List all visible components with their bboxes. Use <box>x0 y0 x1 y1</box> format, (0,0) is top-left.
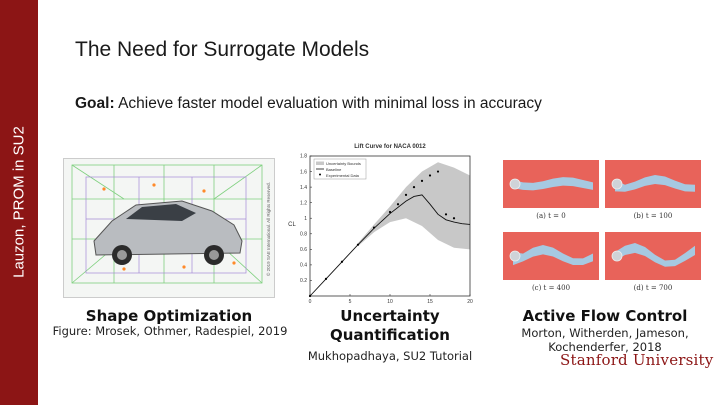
section-heading-active-flow-control: Active Flow Control <box>522 307 688 325</box>
section-citation-uncertainty-quantification: Mukhopadhaya, SU2 Tutorial <box>307 349 473 363</box>
flow-svg: (a) t = 0 (b) t = 100 (c) t = 400 (d) t = 7… <box>503 160 701 292</box>
experimental-point <box>324 277 328 280</box>
flow-wake <box>615 243 695 267</box>
experimental-point <box>340 260 344 263</box>
slide-title: The Need for Surrogate Models <box>75 38 370 61</box>
goal-label: Goal: <box>75 95 115 112</box>
flow-wake <box>513 177 593 191</box>
lift-curve-chart: Lift Curve for NACA 0012 0 5 10 15 20 0.2 0.4 0.… <box>284 138 476 306</box>
experimental-point <box>428 174 432 177</box>
cylinder <box>509 250 521 262</box>
chart-title: Lift Curve for NACA 0012 <box>354 144 426 150</box>
flow-panel-label: (a) t = 0 <box>536 212 565 220</box>
y-tick-label: 1.4 <box>300 185 307 191</box>
cylinder <box>509 178 521 190</box>
experimental-point <box>412 186 416 189</box>
experimental-point <box>396 203 400 206</box>
section-heading-shape-optimization: Shape Optimization <box>85 307 253 325</box>
y-tick-label: 1.6 <box>300 169 307 175</box>
cylinder <box>611 250 623 262</box>
y-tick-label: 0.2 <box>300 278 307 284</box>
section-citation-active-flow-control: Morton, Witherden, Jameson, Kochenderfer… <box>521 326 689 354</box>
y-tick-label: 1 <box>304 216 307 222</box>
flow-control-figure: (a) t = 0 (b) t = 100 (c) t = 400 (d) t = 7… <box>503 160 703 300</box>
legend-entry: Experimental Data <box>326 173 360 178</box>
experimental-point <box>404 193 408 196</box>
section-heading-uncertainty-quantification: Uncertainty Quantification <box>330 307 450 344</box>
control-points <box>102 183 236 271</box>
y-tick-label: 0.8 <box>300 231 307 237</box>
side-bar: Lauzon, PROM in SU2 <box>0 0 38 405</box>
flow-wake <box>513 245 593 266</box>
experimental-point <box>372 226 376 229</box>
car-mesh-figure: © 2019 SAE International. All Rights Res… <box>63 158 275 298</box>
y-tick-label: 0.4 <box>300 263 307 269</box>
experimental-point <box>444 213 448 216</box>
car-mesh-illustration: © 2019 SAE International. All Rights Res… <box>71 164 271 284</box>
chart-svg: Lift Curve for NACA 0012 0 5 10 15 20 0.2 0.4 0.… <box>288 144 473 305</box>
y-tick-label: 1.2 <box>300 200 307 206</box>
x-tick-label: 20 <box>467 299 473 305</box>
cylinder <box>611 178 623 190</box>
section-citation-shape-optimization: Figure: Mrosek, Othmer, Radespiel, 2019 <box>52 324 288 338</box>
legend-entry: Baseline <box>326 167 342 172</box>
x-tick-label: 10 <box>387 299 393 305</box>
car-shape <box>93 200 243 265</box>
baseline-line <box>309 194 471 297</box>
flow-wake <box>615 175 695 192</box>
experimental-point <box>436 170 440 173</box>
side-label: Lauzon, PROM in SU2 <box>10 126 28 278</box>
flow-panel-label: (b) t = 100 <box>634 212 673 220</box>
experimental-point <box>452 217 456 220</box>
goal-statement: Goal: Achieve faster model evaluation wi… <box>75 95 542 113</box>
uncertainty-band <box>358 162 470 250</box>
legend-swatch-point <box>319 173 321 176</box>
x-tick-label: 0 <box>309 299 312 305</box>
experimental-point <box>388 210 392 214</box>
stanford-logo: Stanford University <box>560 351 714 369</box>
y-tick-label: 1.8 <box>300 154 307 160</box>
experimental-point <box>308 294 312 298</box>
copyright-note: © 2019 SAE International. All Rights Res… <box>265 182 271 276</box>
x-tick-label: 5 <box>349 299 352 305</box>
flow-panel-label: (d) t = 700 <box>634 284 673 292</box>
y-axis-label: CL <box>288 222 296 228</box>
experimental-point <box>420 179 424 182</box>
legend-entry: Uncertainty Bounds <box>326 161 361 166</box>
legend-swatch-band <box>316 161 324 165</box>
experimental-point <box>356 243 360 246</box>
goal-text: Achieve faster model evaluation with min… <box>114 95 542 112</box>
flow-panel-label: (c) t = 400 <box>532 284 570 292</box>
legend-box <box>313 158 367 180</box>
x-tick-label: 15 <box>427 299 433 305</box>
y-tick-label: 0.6 <box>300 247 307 253</box>
